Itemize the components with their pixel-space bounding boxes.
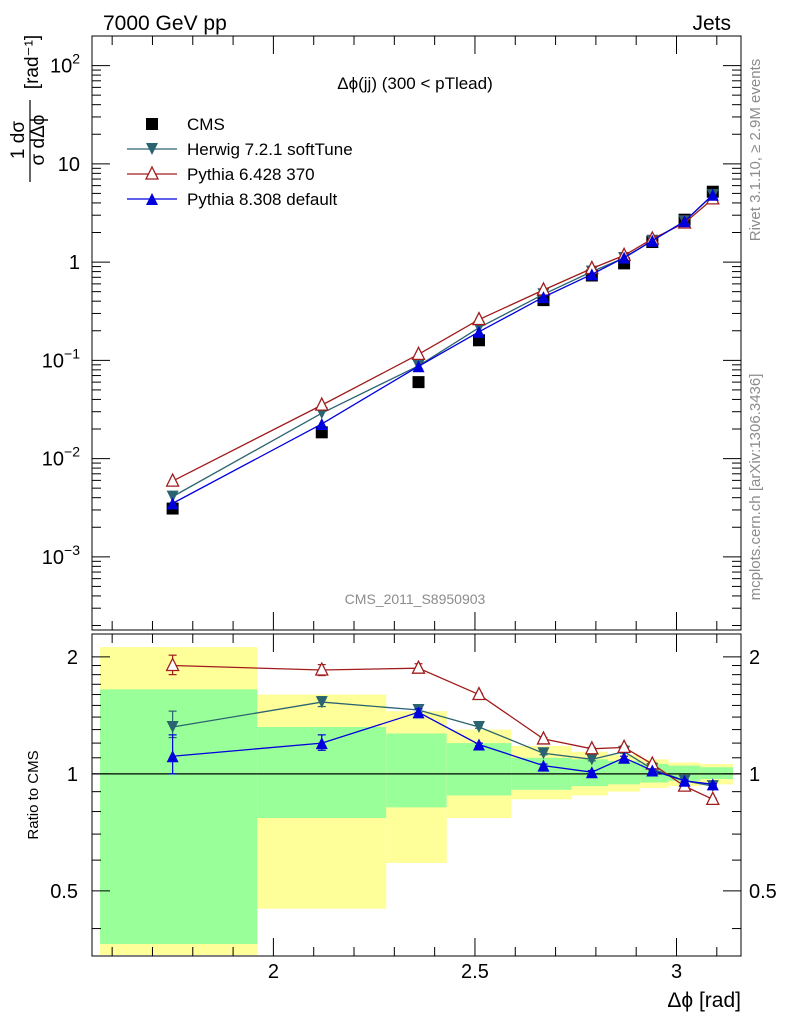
main-y-tick-label: 1 (69, 252, 80, 274)
plot-title: Δϕ(jj) (300 < pTlead) (337, 74, 493, 93)
main-y-tick-label: 10−1 (42, 345, 80, 372)
legend-marker-herwig-7-2-1-softtune (146, 143, 158, 155)
ratio-y-tick-label-left: 1 (67, 764, 78, 786)
main-point-herwig-7-2-1-softtune (166, 490, 179, 503)
tick-base: 10 (42, 449, 64, 471)
ratio-point-pythia-8-308-default (646, 764, 659, 777)
main-y-tick-label: 10 (58, 154, 80, 176)
ratio-point-pythia-8-308-default (618, 751, 631, 764)
ratio-point-herwig-7-2-1-softtune (472, 721, 485, 734)
y-label-unit: [rad⁻¹] (22, 35, 43, 89)
main-point-pythia-8-308-default (618, 251, 631, 264)
ratio-point-herwig-7-2-1-softtune (537, 747, 550, 760)
main-line-pythia-6-428-370 (172, 198, 714, 482)
y-label-numerator: 1 dσ (8, 121, 29, 159)
ratio-point-herwig-7-2-1-softtune (166, 721, 179, 734)
ratio-point-pythia-6-428-370 (411, 659, 426, 674)
main-point-pythia-8-308-default (315, 417, 328, 430)
ratio-y-tick-label-right: 2 (749, 647, 760, 669)
ratio-point-pythia-8-308-default (678, 774, 691, 787)
legend-label-cms: CMS (187, 115, 225, 134)
main-point-pythia-6-428-370 (165, 472, 180, 487)
tick-exponent: 2 (72, 51, 80, 67)
main-point-pythia-8-308-default (585, 268, 598, 281)
tick-exponent: −1 (64, 345, 80, 361)
legend-label-pythia-6-428-370: Pythia 6.428 370 (187, 165, 315, 184)
source-label: mcplots.cern.ch [arXiv:1306.3436] (747, 374, 764, 601)
legend-marker-pythia-6-428-370 (144, 165, 160, 180)
ratio-y-tick-label-right: 0.5 (749, 881, 777, 903)
ratio-series-group (165, 654, 720, 805)
main-line-pythia-8-308-default (172, 194, 714, 504)
x-tick-label: 2 (268, 961, 279, 983)
x-tick-label: 3 (671, 961, 682, 983)
ratio-point-pythia-8-308-default (585, 766, 598, 779)
x-axis-label: Δϕ [rad] (667, 989, 741, 1012)
y-label-denominator: σ dΔϕ (28, 115, 49, 166)
ratio-point-pythia-8-308-default (537, 759, 550, 772)
ratio-point-pythia-8-308-default (706, 778, 719, 791)
ratio-point-pythia-6-428-370 (165, 657, 180, 672)
main-point-pythia-6-428-370 (471, 311, 487, 326)
legend-label-herwig-7-2-1-softtune: Herwig 7.2.1 softTune (187, 140, 353, 159)
main-point-pythia-6-428-370 (314, 396, 329, 411)
x-tick-label: 2.5 (461, 961, 489, 983)
ratio-point-herwig-7-2-1-softtune (585, 753, 598, 766)
ratio-line-pythia-8-308-default (172, 711, 713, 785)
main-point-pythia-6-428-370 (411, 345, 426, 361)
ratio-point-pythia-6-428-370 (314, 661, 329, 676)
header-left: 7000 GeV pp (103, 12, 227, 35)
ratio-point-pythia-8-308-default (166, 750, 179, 763)
main-plot-frame (91, 35, 742, 631)
main-y-tick-label: 10−2 (42, 444, 80, 471)
tick-exponent: −3 (64, 542, 80, 558)
legend: CMS Herwig 7.2.1 softTune Pythia 6.428 370… (127, 115, 353, 209)
ratio-band-inner-6 (607, 760, 641, 785)
ratio-band-inner-9 (700, 767, 733, 780)
legend-label-pythia-8-308-default: Pythia 8.308 default (187, 190, 338, 209)
rivet-version-label: Rivet 3.1.10, ≥ 2.9M events (747, 59, 764, 242)
tick-exponent: −2 (64, 444, 80, 460)
ratio-point-pythia-6-428-370 (536, 730, 551, 745)
header-right: Jets (692, 12, 731, 35)
main-point-pythia-8-308-default (706, 188, 719, 201)
ratio-y-tick-label-right: 1 (749, 764, 760, 786)
main-point-pythia-8-308-default (412, 360, 425, 373)
ratio-y-axis-label: Ratio to CMS (25, 750, 42, 839)
ratio-plot-frame (91, 633, 742, 957)
ratio-point-pythia-8-308-default (412, 706, 425, 719)
analysis-watermark: CMS_2011_S8950903 (345, 591, 486, 607)
main-y-tick-label: 10−3 (42, 542, 80, 569)
ratio-point-pythia-8-308-default (315, 737, 328, 750)
ratio-y-tick-label-left: 0.5 (50, 881, 78, 903)
ratio-uncertainty-bands (92, 647, 741, 955)
main-y-tick-label: 102 (50, 51, 80, 78)
legend-marker-cms (146, 118, 158, 130)
main-point-pythia-8-308-default (537, 291, 550, 304)
tick-base: 10 (50, 56, 72, 78)
main-y-axis-label: 1 dσ σ dΔϕ [rad⁻¹] (8, 35, 49, 182)
ratio-y-tick-label-left: 2 (67, 647, 78, 669)
main-line-herwig-7-2-1-softtune (172, 194, 714, 498)
ratio-point-pythia-6-428-370 (584, 740, 599, 755)
ratio-band-inner-8 (668, 765, 701, 781)
main-point-pythia-8-308-default (472, 325, 485, 338)
main-point-pythia-8-308-default (678, 215, 691, 228)
ratio-point-herwig-7-2-1-softtune (315, 696, 328, 709)
main-point-pythia-8-308-default (646, 234, 659, 247)
main-point-cms (412, 376, 425, 389)
ratio-point-pythia-6-428-370 (705, 790, 720, 805)
ratio-point-pythia-6-428-370 (471, 686, 487, 701)
ratio-band-inner-0 (100, 689, 258, 945)
ratio-band-inner-3 (446, 743, 512, 796)
ratio-band-inner-2 (386, 733, 447, 808)
legend-marker-pythia-8-308-default (146, 193, 158, 205)
tick-base: 10 (42, 547, 64, 569)
main-point-pythia-8-308-default (166, 497, 179, 510)
tick-base: 10 (42, 350, 64, 372)
ratio-point-pythia-8-308-default (472, 738, 485, 751)
main-series-group (165, 185, 720, 515)
